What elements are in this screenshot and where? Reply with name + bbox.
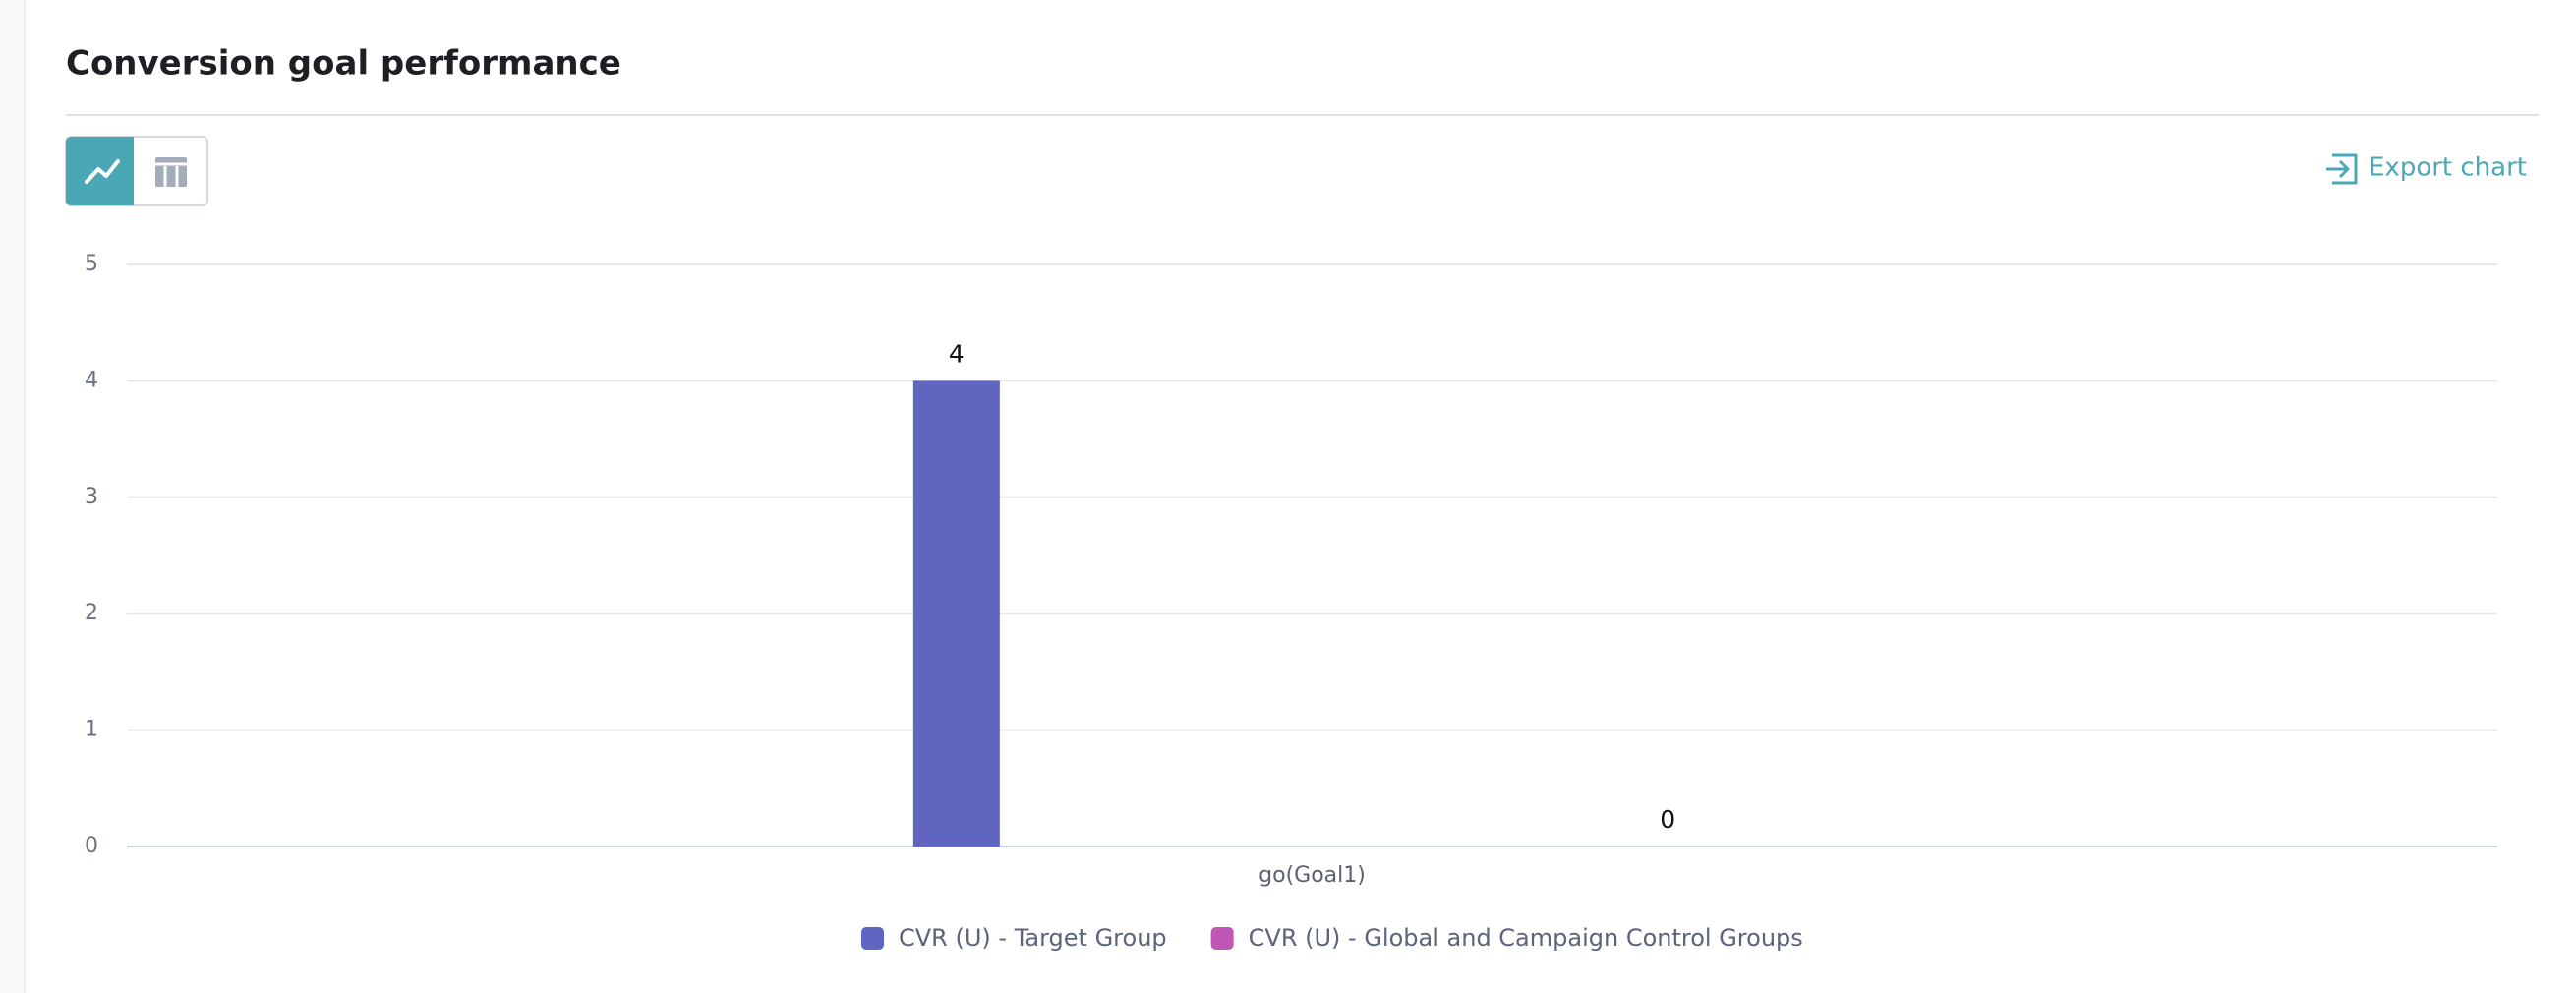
chart-title: Conversion goal performance <box>66 44 621 84</box>
export-button[interactable]: Export chart <box>2326 153 2527 185</box>
y-tick-label: 3 <box>85 485 98 509</box>
legend-swatch <box>1210 927 1234 950</box>
y-tick-label: 0 <box>85 834 98 858</box>
y-tick-label: 2 <box>85 601 98 625</box>
export-icon <box>2326 153 2358 185</box>
table-icon <box>155 157 187 187</box>
y-tick-label: 4 <box>85 368 98 392</box>
legend-label: CVR (U) - Global and Campaign Control Gr… <box>1249 924 1803 952</box>
value-label: 4 <box>949 339 965 368</box>
y-tick-label: 1 <box>85 718 98 742</box>
line-icon <box>85 159 120 184</box>
bar <box>912 380 1000 847</box>
legend-label: CVR (U) - Target Group <box>899 924 1167 952</box>
export-label: Export chart <box>2369 153 2527 183</box>
view-toggle <box>65 136 208 206</box>
table-view-button[interactable] <box>155 157 187 187</box>
chart-view-button[interactable] <box>66 137 134 205</box>
plot: 0 1 2 3 4 5 go(Goal1) 4 0 CVR (U) - Target Group C… <box>85 252 2497 952</box>
value-label: 0 <box>1660 805 1675 834</box>
legend-swatch <box>861 927 884 950</box>
y-tick-label: 5 <box>85 252 98 276</box>
x-tick-label: go(Goal1) <box>1259 863 1366 888</box>
